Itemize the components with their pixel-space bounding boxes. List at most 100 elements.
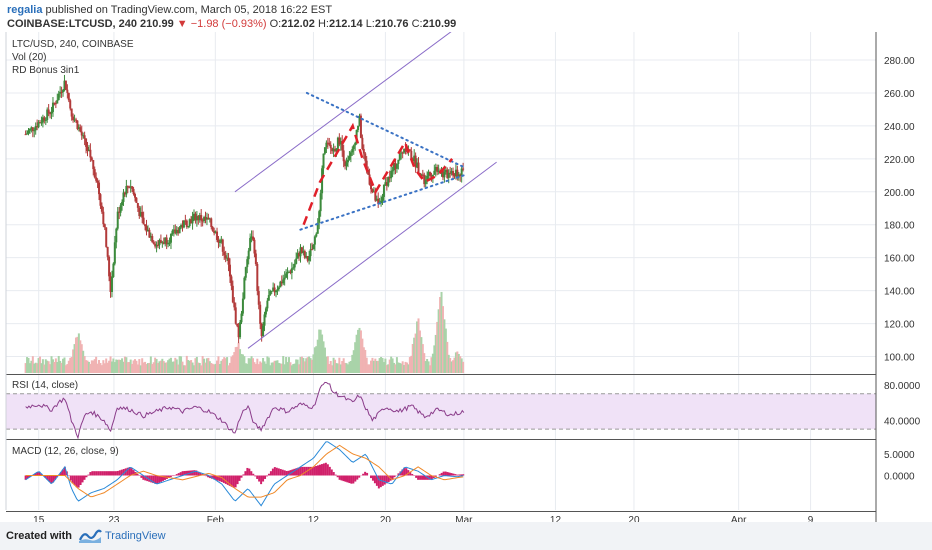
candle-body [387,177,390,186]
volume-bar [302,357,305,373]
candle-body [93,169,96,178]
macd-histogram-bar [230,475,233,487]
volume-bar [424,361,427,373]
volume-bar [234,347,237,373]
volume-bar [282,356,285,373]
volume-bar [370,360,373,373]
volume-bar [460,358,463,373]
price-legend-3: RD Bonus 3in1 [12,65,80,76]
volume-bar [226,357,229,373]
volume-bar [73,344,76,373]
macd-histogram-bar [38,471,41,476]
volume-bar [164,362,167,373]
candle-body [85,138,88,147]
macd-signal-line [25,444,464,498]
candle-body [172,229,175,231]
volume-bar [267,357,270,373]
macd-histogram-bar [279,469,282,476]
volume-bar [249,358,252,373]
macd-histogram-bar [324,462,327,476]
chart-canvas[interactable]: 280.00 260.00 240.00 220.00 200.00 180.00 160.… [0,32,932,522]
candle-body [459,174,462,177]
candle-body [283,277,286,280]
candle-body [57,93,60,100]
candle-body [226,257,229,259]
volume-bar [36,363,39,373]
macd-histogram-bar [46,475,49,480]
time-tick-label: Feb [207,515,225,522]
volume-bar [408,357,411,373]
macd-histogram-bar [375,475,378,486]
drawings [234,32,497,349]
candle-body [252,236,255,240]
time-tick-label: 20 [380,515,392,522]
candle-body [182,220,185,228]
tradingview-brand[interactable]: TradingView [105,530,166,542]
time-tick-label: Mar [455,515,473,522]
volume-bar [106,362,109,373]
open-label: O: [269,18,282,30]
volume-bar [87,361,90,373]
candle-body [292,267,295,269]
volume-bar [381,358,384,373]
macd-histogram-bar [452,473,455,476]
macd-histogram-bar [114,471,117,476]
candle-body [453,175,456,177]
macd-histogram-bar [130,468,133,476]
volume-bar [182,365,185,373]
rsi-indicator [6,381,876,440]
candle-body [80,131,83,136]
macd-histogram-bar [118,470,121,476]
macd-histogram-bar [69,475,72,481]
volume-bar [315,346,318,373]
candle-body [413,155,416,162]
volume-bar [105,358,108,373]
candle-body [184,220,187,222]
volume-bar [440,291,443,373]
volume-bar [59,360,62,373]
volume-bar [41,359,44,373]
volume-bar [135,360,138,373]
channel-lower-line [247,161,497,349]
volume-bar [289,362,292,373]
macd-histogram-bar [26,475,29,479]
candle-body [452,171,455,176]
candle-body [152,242,155,244]
candle-body [446,169,449,178]
volume-bar [263,361,266,373]
candle-body [185,220,188,227]
volume-bar [342,358,345,373]
candle-body [64,80,67,90]
volume-bar [205,358,208,373]
author-link[interactable]: regalia [7,4,43,16]
candle-body [323,147,326,154]
macd-histogram-bar [79,475,82,485]
candle-body [187,225,190,227]
candle-body [73,119,76,121]
volume-bar [169,357,172,373]
macd-histogram-bar [77,475,80,488]
candle-body [260,323,263,337]
candle-body [380,200,383,204]
candle-body [53,102,56,104]
volume-bar [423,353,426,373]
volume-bar [287,357,290,373]
candle-body [103,224,106,228]
candle-body [370,184,373,190]
macd-histogram-bar [332,472,335,476]
volume-bar [243,356,246,373]
candle-body [241,298,244,314]
candle-body [308,256,311,261]
volume-bar [152,362,155,373]
volume-bar [115,359,118,373]
candle-body [59,91,62,94]
volume-bar [231,355,234,373]
volume-bar [398,362,401,373]
candle-body [427,172,430,176]
volume-bar [418,330,421,373]
volume-bar [100,365,103,373]
grid-lines [6,32,876,510]
volume-bar [64,365,67,373]
volume-bar [364,349,367,373]
time-tick-label: 12 [308,515,320,522]
